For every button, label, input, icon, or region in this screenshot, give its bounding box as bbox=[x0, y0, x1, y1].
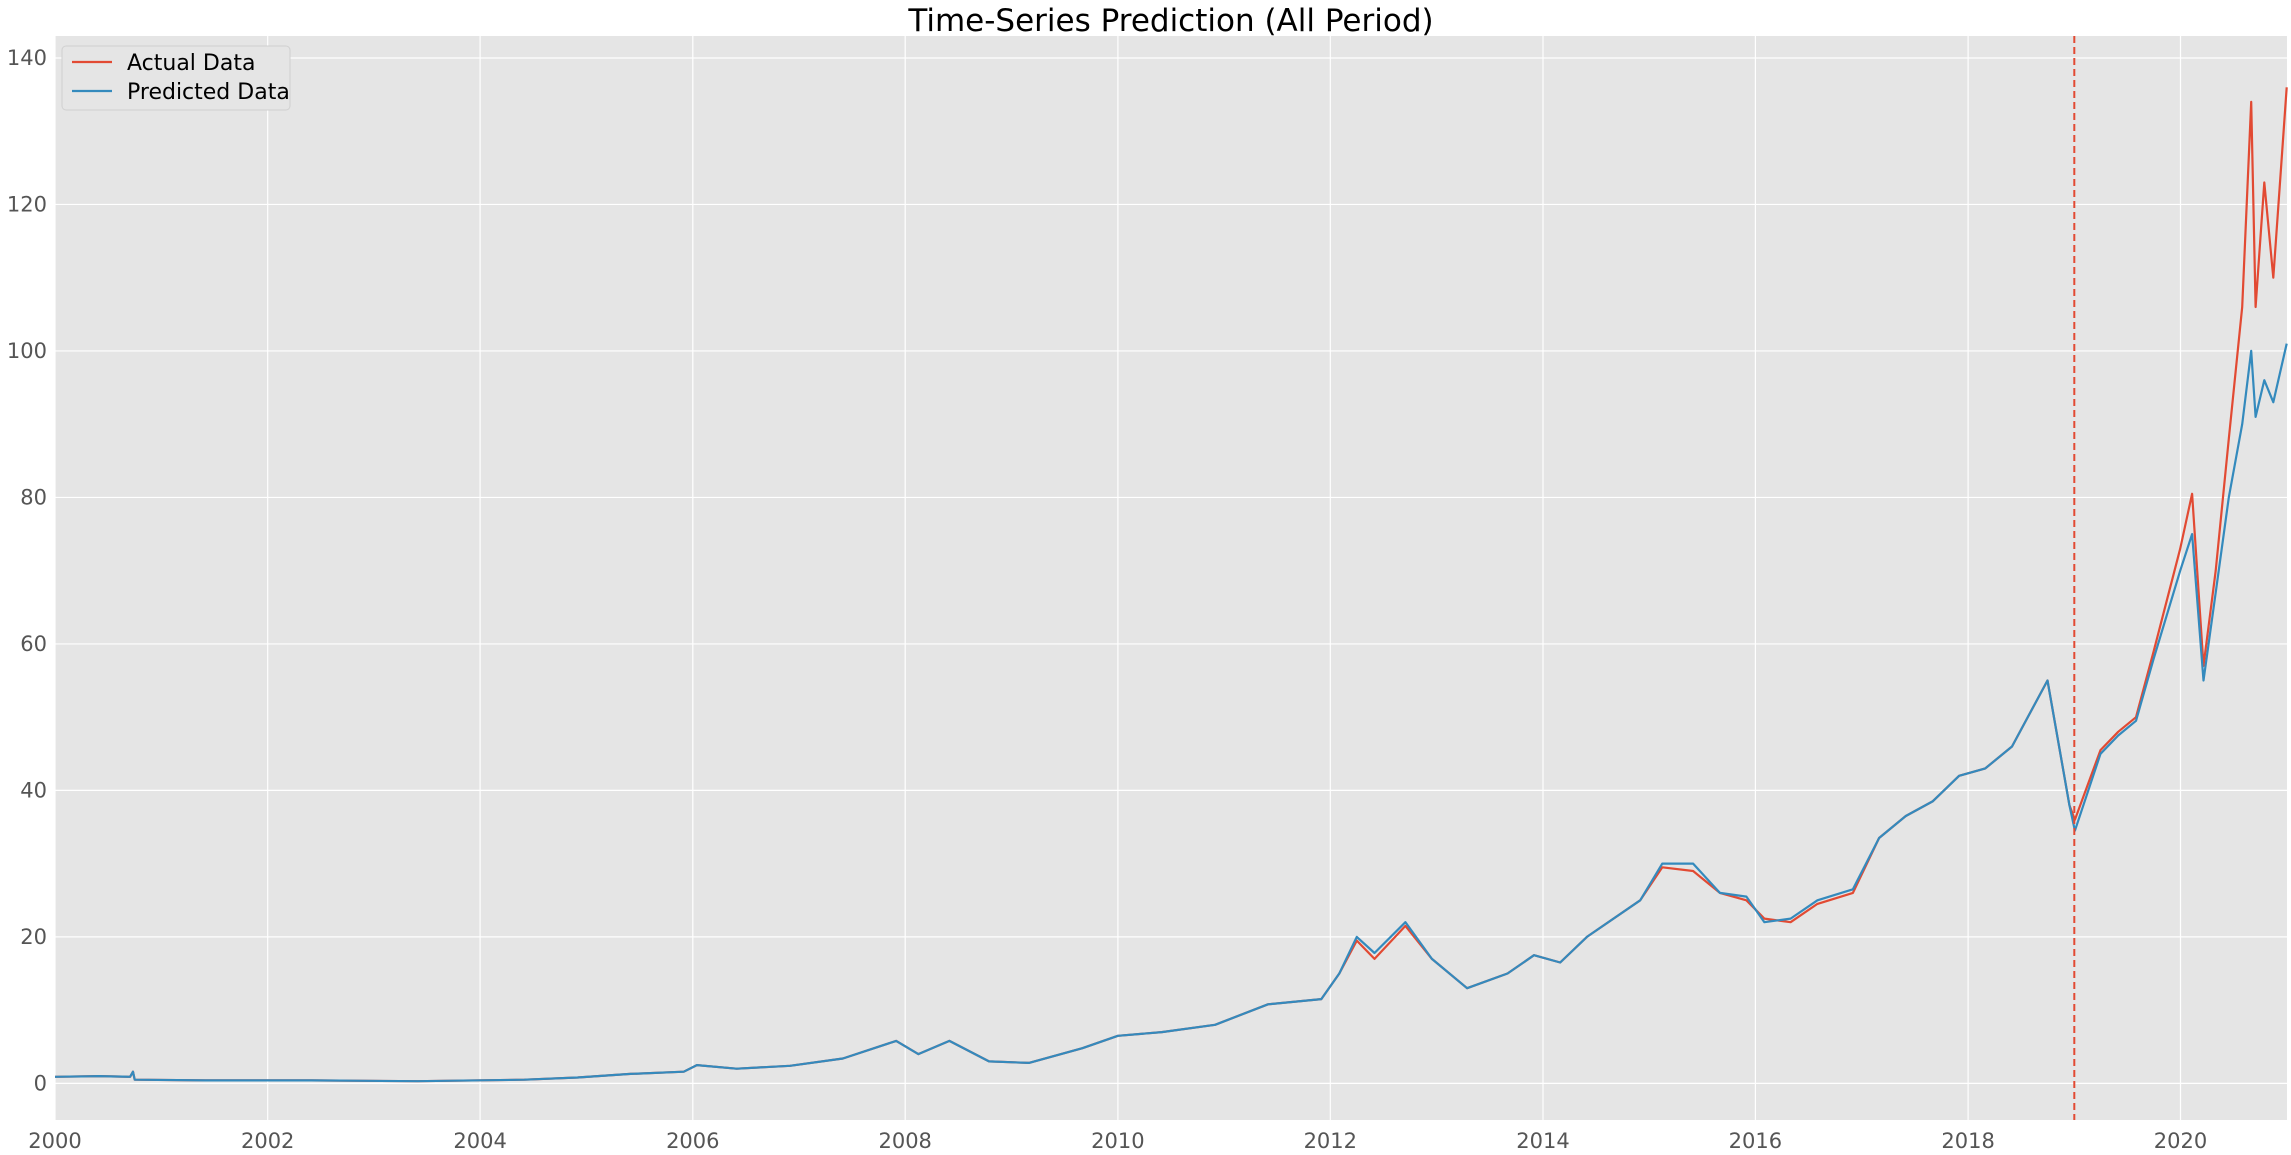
x-tick-label: 2014 bbox=[1516, 1129, 1569, 1153]
series-line-predicted bbox=[54, 343, 2288, 1083]
plot-area bbox=[55, 36, 2287, 1120]
y-tick-label: 0 bbox=[34, 1071, 47, 1095]
chart-title: Time-Series Prediction (All Period) bbox=[907, 3, 1433, 39]
legend-label-predicted: Predicted Data bbox=[127, 80, 290, 105]
grid bbox=[54, 36, 2287, 1120]
x-tick-label: 2018 bbox=[1941, 1129, 1994, 1153]
x-tick-label: 2004 bbox=[453, 1129, 506, 1153]
x-tick-label: 2010 bbox=[1091, 1129, 1144, 1153]
legend: Actual Data Predicted Data bbox=[61, 45, 291, 111]
x-tick-label: 2002 bbox=[241, 1129, 294, 1153]
legend-label-actual: Actual Data bbox=[127, 51, 255, 76]
y-tick-label: 40 bbox=[20, 778, 47, 802]
y-tick-label: 100 bbox=[7, 339, 47, 363]
legend-box bbox=[61, 45, 291, 111]
y-tick-label: 80 bbox=[20, 485, 47, 509]
series-layer bbox=[54, 87, 2288, 1083]
x-tick-label: 2008 bbox=[878, 1129, 931, 1153]
y-tick-label: 20 bbox=[20, 925, 47, 949]
x-tick-label: 2012 bbox=[1304, 1129, 1357, 1153]
tick-labels: 2000 2002 2004 2006 2008 2010 2012 2014 2016 2018… bbox=[7, 46, 2207, 1153]
x-tick-label: 2016 bbox=[1729, 1129, 1782, 1153]
y-tick-label: 140 bbox=[7, 46, 47, 70]
x-tick-label: 2000 bbox=[28, 1129, 81, 1153]
x-tick-label: 2006 bbox=[666, 1129, 719, 1153]
y-tick-label: 60 bbox=[20, 632, 47, 656]
y-tick-label: 120 bbox=[7, 192, 47, 216]
x-tick-label: 2020 bbox=[2154, 1129, 2207, 1153]
